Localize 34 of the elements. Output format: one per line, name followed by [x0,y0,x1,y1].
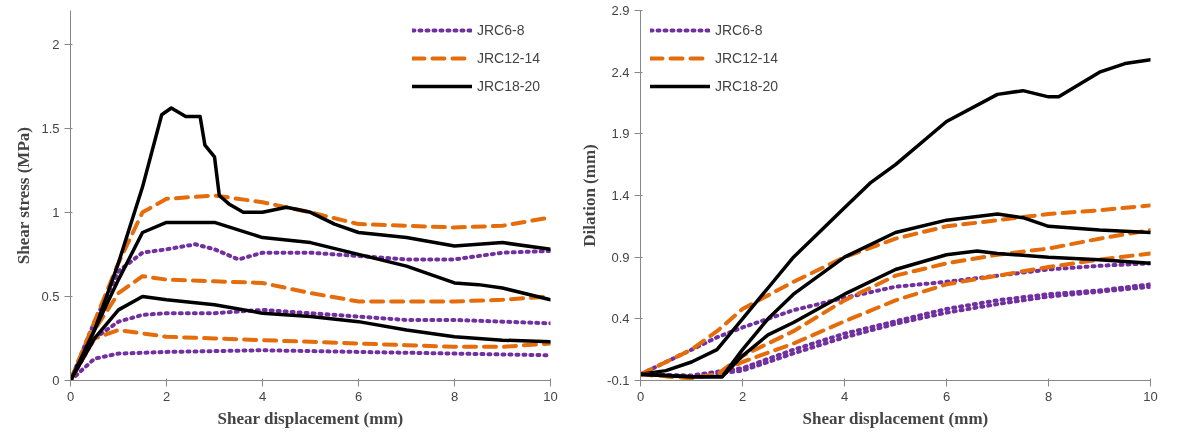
x-tick-label: 2 [162,388,171,404]
x-tick-label: 4 [258,388,267,404]
legend-label: JRC12-14 [715,50,779,66]
legend-label: JRC18-20 [476,78,540,94]
x-tick-label: 4 [840,388,849,404]
y-tick-label: 1.4 [611,188,630,203]
y-tick-label: 0 [52,373,60,388]
y-tick-label: 2.9 [611,3,630,18]
y-tick-label: 0.5 [41,288,60,304]
legend-label: JRC6-8 [715,22,763,38]
x-tick-label: 0 [66,388,75,404]
y-tick-label: 2.4 [611,64,630,80]
y-tick-label: 1.5 [41,120,60,136]
y-tick-label: 0.9 [611,249,630,265]
y-tick-label: 0.4 [611,311,630,327]
y-tick-label: -0.1 [607,373,630,388]
x-tick-label: 10 [1143,388,1158,404]
x-axis-title: Shear displacement (mm) [217,408,404,428]
y-tick-label: 2 [52,36,60,52]
legend-label: JRC12-14 [476,50,540,66]
y-axis-title: Shear stress (MPa) [14,127,34,265]
y-tick-label: 1.9 [611,126,630,142]
x-tick-label: 8 [1044,388,1053,404]
legend-label: JRC18-20 [715,78,779,94]
y-axis-title: Dilation (mm) [580,144,600,247]
x-tick-label: 8 [450,388,459,404]
x-tick-label: 6 [354,388,363,404]
x-tick-label: 2 [738,388,747,404]
x-tick-label: 10 [543,388,558,404]
x-tick-label: 0 [636,388,645,404]
x-axis-title: Shear displacement (mm) [802,408,989,428]
legend-label: JRC6-8 [476,22,525,38]
x-tick-label: 6 [942,388,951,404]
y-tick-label: 1 [52,204,60,220]
